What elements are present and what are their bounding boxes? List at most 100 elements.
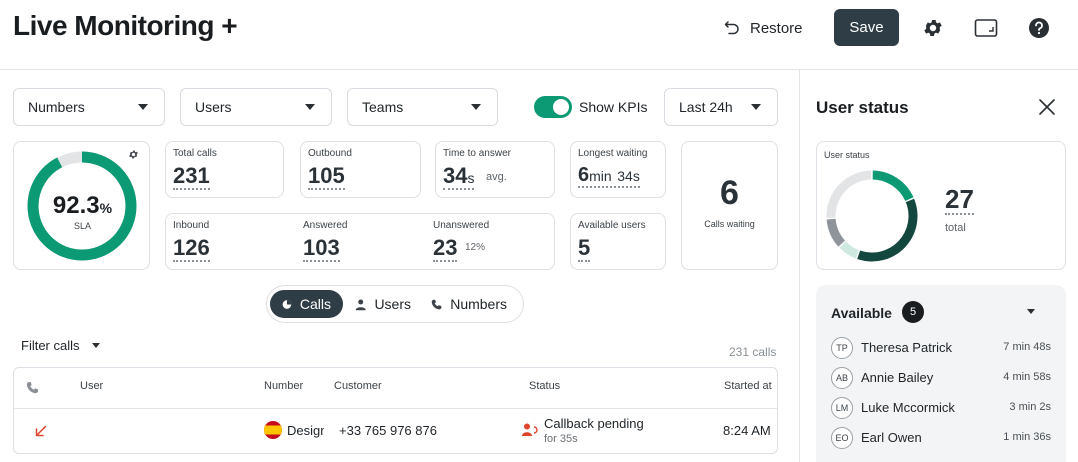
period-dropdown-label: Last 24h: [679, 99, 733, 115]
list-item[interactable]: EO Earl Owen 1 min 36s: [831, 427, 1051, 453]
donut-segment-busy: [857, 198, 918, 262]
user-time: 7 min 48s: [1003, 341, 1051, 353]
kpi-value: 5: [578, 235, 591, 262]
kpi-value: 231: [173, 163, 210, 190]
screen-icon: [974, 19, 998, 37]
kpi-value: 34s: [443, 165, 475, 190]
user-status-panel: User status User status 27 total Availab…: [799, 70, 1078, 462]
calls-table: User Number Customer Status Started at D…: [13, 367, 778, 454]
numbers-dropdown-label: Numbers: [28, 99, 85, 115]
call-started-at: 8:24 AM: [723, 423, 771, 438]
tab-numbers[interactable]: Numbers: [419, 290, 519, 318]
call-status-sub: for 35s: [544, 433, 578, 445]
list-item[interactable]: AB Annie Bailey 4 min 58s: [831, 367, 1051, 393]
available-title: Available: [831, 305, 892, 321]
teams-dropdown-label: Teams: [362, 99, 404, 115]
kpi-inbound-value: 126: [173, 235, 210, 262]
kpi-unanswered-percent: 12%: [465, 242, 486, 253]
column-header-started-at[interactable]: Started at: [724, 380, 772, 392]
sla-label: SLA: [73, 221, 91, 231]
help-icon: [1029, 18, 1049, 38]
kpi-label: Time to answer: [443, 148, 511, 159]
list-item[interactable]: LM Luke Mccormick 3 min 2s: [831, 397, 1051, 423]
column-header-user[interactable]: User: [80, 380, 104, 392]
user-icon: [355, 298, 366, 310]
missed-call-arrow-icon: [35, 425, 47, 437]
user-status-card: User status 27 total: [816, 141, 1066, 270]
sla-unit: %: [99, 200, 113, 216]
kpi-label: Inbound: [173, 220, 210, 231]
chevron-down-icon: [751, 104, 761, 110]
available-count-badge: 5: [902, 301, 924, 323]
close-icon[interactable]: [1037, 97, 1057, 117]
column-header-customer[interactable]: Customer: [334, 380, 382, 392]
user-name: Annie Bailey: [861, 370, 934, 385]
tab-users[interactable]: Users: [343, 290, 423, 318]
phone-icon: [431, 299, 442, 309]
sla-arc: [27, 151, 137, 261]
fullscreen-button[interactable]: [973, 15, 999, 41]
column-header-status[interactable]: Status: [529, 380, 561, 392]
chevron-down-icon: [138, 104, 148, 110]
tab-numbers-label: Numbers: [450, 296, 507, 312]
kpi-unanswered-value: 23: [433, 235, 458, 262]
header: Live Monitoring + Restore Save: [0, 0, 1078, 70]
kpi-unit: min: [589, 168, 612, 184]
save-button[interactable]: Save: [834, 9, 899, 46]
undo-icon: [724, 21, 739, 35]
user-name: Earl Owen: [861, 430, 922, 445]
chevron-down-icon: [471, 104, 481, 110]
kpi-calls-waiting: 6 Calls waiting: [681, 141, 778, 270]
column-header-number[interactable]: Number: [264, 380, 304, 392]
kpi-label: Total calls: [173, 148, 217, 159]
show-kpis-label: Show KPIs: [579, 99, 648, 115]
teams-dropdown[interactable]: Teams: [347, 88, 498, 126]
calls-count: 231 calls: [729, 345, 777, 359]
chevron-down-icon: [91, 343, 100, 348]
users-dropdown[interactable]: Users: [180, 88, 332, 126]
avatar: EO: [831, 427, 853, 449]
kpi-label: Longest waiting: [578, 148, 648, 159]
show-kpis-toggle[interactable]: [534, 96, 572, 118]
kpi-value: 6min 34s: [578, 165, 640, 188]
settings-button[interactable]: [920, 15, 946, 41]
kpi-suffix: avg.: [486, 171, 507, 183]
kpi-unit: s: [632, 168, 640, 184]
list-item[interactable]: TP Theresa Patrick 7 min 48s: [831, 337, 1051, 363]
sla-number: 92.3: [52, 192, 100, 219]
numbers-dropdown[interactable]: Numbers: [13, 88, 165, 126]
spain-flag-icon: [264, 421, 282, 439]
gear-icon[interactable]: [128, 149, 139, 160]
period-dropdown[interactable]: Last 24h: [664, 88, 778, 126]
donut-segment-pending: [839, 241, 860, 259]
kpi-value: 6: [720, 174, 739, 212]
call-number: Design: [287, 423, 324, 438]
kpi-longest-waiting: Longest waiting 6min 34s: [570, 141, 666, 198]
kpi-number: 34: [617, 168, 633, 184]
panel-title: User status: [816, 98, 909, 117]
kpi-label: Outbound: [308, 148, 352, 159]
avatar: LM: [831, 397, 853, 419]
kpi-label: Answered: [303, 220, 348, 231]
user-time: 3 min 2s: [1009, 401, 1051, 413]
phone-icon: [26, 381, 39, 394]
kpi-available-users: Available users 5: [570, 213, 666, 270]
avatar: TP: [831, 337, 853, 359]
users-dropdown-label: Users: [195, 99, 232, 115]
avatar: AB: [831, 367, 853, 389]
kpi-total-calls: Total calls 231: [165, 141, 284, 198]
restore-label: Restore: [750, 19, 803, 37]
restore-button[interactable]: Restore: [724, 16, 803, 40]
filter-calls-dropdown[interactable]: Filter calls: [21, 338, 100, 353]
kpi-label: Available users: [578, 220, 646, 231]
kpi-inbound-group: Inbound 126 Answered 103 Unanswered 23 1…: [165, 213, 555, 270]
kpi-value: 105: [308, 163, 345, 190]
chevron-down-icon[interactable]: [1027, 309, 1035, 314]
help-button[interactable]: [1026, 15, 1052, 41]
call-status: Callback pending: [544, 416, 644, 431]
kpi-outbound: Outbound 105: [300, 141, 421, 198]
kpi-unit: s: [467, 170, 475, 186]
tab-calls[interactable]: Calls: [270, 290, 343, 318]
table-row[interactable]: Design +33 765 976 876 Callback pending …: [14, 408, 777, 453]
page-title: Live Monitoring +: [13, 10, 238, 41]
